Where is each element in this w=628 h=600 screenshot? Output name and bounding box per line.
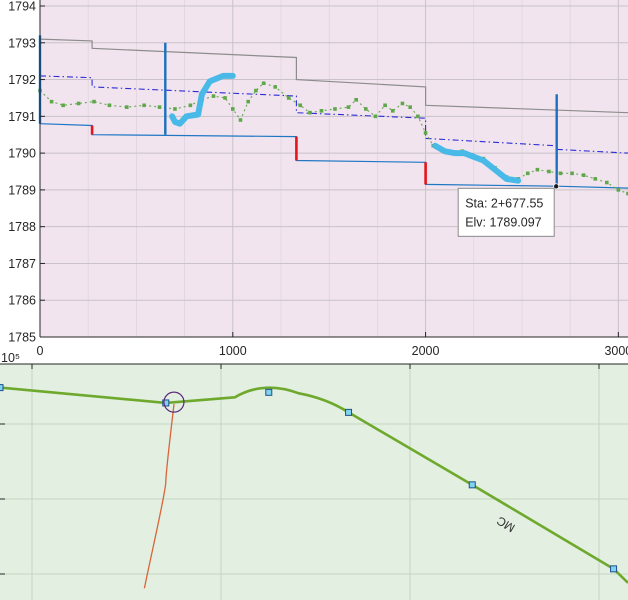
ground-point <box>286 96 291 100</box>
ground-point <box>254 88 258 93</box>
ground-point <box>230 107 235 111</box>
profile-axes: 0 1000 2000 3000 1785 1786 1787 1788 1789 1790 179… <box>8 0 628 358</box>
ground-point <box>383 103 387 108</box>
ground-point <box>593 177 598 181</box>
profile-y-tick-label: 1787 <box>8 257 36 271</box>
profile-x-tick-label: 1000 <box>219 344 247 358</box>
profile-y-tick-label: 1791 <box>8 110 36 124</box>
alignment-vertex[interactable] <box>0 384 4 392</box>
profile-plot-area[interactable] <box>40 0 628 337</box>
ground-point <box>626 191 628 196</box>
alignment-vertex[interactable] <box>610 565 618 573</box>
datatip-box <box>457 187 555 237</box>
datatip-station: Sta: 2+677.55 <box>465 196 543 210</box>
profile-y-tick-label: 1792 <box>8 73 36 87</box>
plan-axis-exponent: 10⁵ <box>1 351 20 365</box>
series-highlight-segment <box>169 72 236 127</box>
ground-point <box>391 109 395 113</box>
ground-point <box>354 97 358 102</box>
ground-point <box>188 103 193 108</box>
ground-point <box>107 103 112 108</box>
ground-point <box>298 103 303 108</box>
ground-point <box>319 109 324 113</box>
ground-point <box>61 103 65 108</box>
alignment-vertex[interactable] <box>345 408 353 416</box>
ground-point <box>124 105 129 109</box>
ground-point <box>581 173 586 177</box>
alignment-vertex[interactable] <box>468 481 476 489</box>
ground-point <box>604 180 609 185</box>
ground-point <box>408 105 412 109</box>
intersection-marker[interactable] <box>163 391 185 413</box>
ground-point <box>223 96 227 100</box>
plan-chart: MC 10⁵ <box>0 351 628 600</box>
ground-point <box>92 99 96 104</box>
alignment-vertex[interactable] <box>162 399 170 407</box>
ground-point <box>238 118 243 122</box>
datatip-marker[interactable] <box>553 183 560 190</box>
plan-plot-area[interactable] <box>0 364 628 600</box>
ground-point <box>535 167 540 172</box>
plan-grid <box>0 363 628 600</box>
profile-chart: 0 1000 2000 3000 1785 1786 1787 1788 1789 1790 179… <box>8 0 628 358</box>
ground-point <box>76 101 81 106</box>
series-line-ground <box>39 82 628 195</box>
profile-y-tick-label: 1794 <box>8 0 36 14</box>
profile-y-tick-label: 1785 <box>8 331 36 345</box>
profile-y-tick-label: 1793 <box>8 36 36 50</box>
ground-point <box>373 114 378 119</box>
profile-y-tick-label: 1786 <box>8 294 36 308</box>
profile-y-tick-label: 1789 <box>8 183 36 197</box>
ground-point <box>246 99 251 104</box>
ground-point <box>142 103 146 108</box>
ground-point <box>273 85 277 89</box>
profile-y-tick-label: 1790 <box>8 147 36 161</box>
ground-point <box>423 131 428 135</box>
ground-point <box>211 94 216 98</box>
profile-x-tick-label: 0 <box>37 344 44 358</box>
profile-y-tick-label: 1788 <box>8 220 36 234</box>
ground-point <box>616 188 621 192</box>
ground-point <box>400 101 405 106</box>
branch-alignment[interactable] <box>143 404 175 589</box>
series-line-dashdot <box>39 75 628 154</box>
ground-point <box>525 171 530 176</box>
ground-point <box>49 99 54 104</box>
profile-series <box>38 35 628 196</box>
ground-point <box>570 171 574 176</box>
ground-point <box>547 169 551 174</box>
ground-point <box>333 107 337 111</box>
ground-point <box>364 107 368 111</box>
ground-point <box>558 171 563 176</box>
datatip[interactable]: Sta: 2+677.55 Elv: 1789.097 <box>457 183 560 237</box>
ground-point <box>416 114 420 119</box>
series-line-gray <box>39 38 628 114</box>
alignment-vertex[interactable] <box>265 388 273 396</box>
ground-point <box>157 105 162 109</box>
series-highlight-segment <box>432 142 522 184</box>
datatip-elevation: Elv: 1789.097 <box>465 215 541 229</box>
profile-x-tick-label: 2000 <box>412 344 440 358</box>
ground-point <box>261 81 266 86</box>
ground-point <box>308 110 312 115</box>
profile-x-tick-label: 3000 <box>604 344 628 358</box>
ground-point <box>173 107 177 111</box>
ground-point <box>346 105 351 109</box>
